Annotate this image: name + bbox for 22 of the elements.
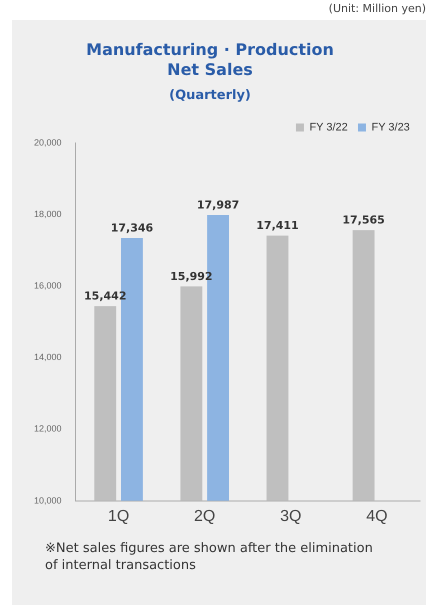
x-tick-label: 2Q [194,508,216,525]
chart-title: Manufacturing · Production Net Sales [85,40,335,80]
data-label: 15,992 [170,270,213,283]
y-tick-label: 10,000 [34,495,62,506]
y-tick-label: 20,000 [34,137,62,148]
data-label: 15,442 [84,289,126,302]
x-tick-label: 1Q [108,508,130,525]
y-tick-label: 14,000 [34,352,62,362]
x-tick-label: 4Q [366,508,388,525]
text: (Unit: Million yen) [328,2,426,15]
data-label: 17,565 [342,213,385,226]
y-tick-label: 12,000 [34,424,62,434]
legend-label: FY 3/23 [371,122,410,134]
y-tick-label: 16,000 [34,280,62,291]
data-label: 17,987 [196,198,240,212]
data-label: 17,346 [110,221,154,234]
text: ※Net sales figures are shown after the elimination of internal transactions [45,540,374,574]
y-tick-label: 18,000 [34,209,62,220]
x-tick-label: 3Q [280,508,302,525]
chart-subtitle: (Quarterly) [168,88,252,103]
legend-label: FY 3/22 [309,122,348,134]
data-label: 17,411 [256,218,299,232]
